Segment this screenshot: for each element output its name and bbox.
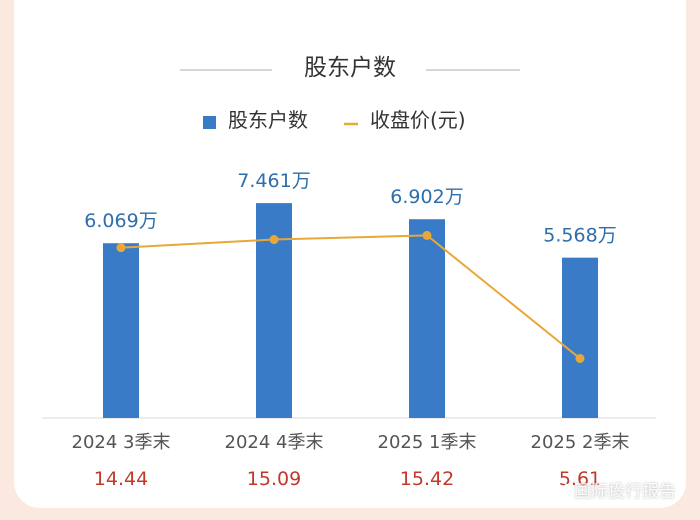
x-tick-label: 2024 4季末 [225,432,324,453]
legend-line-label: 收盘价(元) [370,108,466,132]
bar-data-label: 6.902万 [390,186,463,208]
price-line [120,234,581,360]
price-point [116,243,126,253]
price-point [269,235,279,245]
bar-data-label: 7.461万 [237,170,310,192]
price-value-label: 15.42 [400,468,454,490]
price-point [575,354,585,363]
bar-data-label: 6.069万 [84,210,157,232]
price-value-label: 5.61 [559,468,601,490]
bar [103,243,139,418]
price-value-label: 14.44 [94,468,148,490]
bar [562,257,598,418]
bar-data-label: 5.568万 [543,225,616,247]
chart-card: 股东户数 股东户数 收盘价(元) 6.069万 7.461万 6.902万 5.568… [14,0,686,508]
legend-bar-swatch [203,116,216,129]
chart: 股东户数 股东户数 收盘价(元) 6.069万 7.461万 6.902万 5.568… [42,55,656,490]
price-point [422,230,432,240]
watermark-text: 国际投行报告 [574,482,676,502]
price-value-label: 15.09 [247,468,301,490]
x-tick-label: 2025 1季末 [378,432,477,453]
x-tick-label: 2024 3季末 [72,432,171,453]
x-tick-label: 2025 2季末 [531,432,630,453]
legend: 股东户数 收盘价(元) [203,108,466,132]
watermark: 国际投行报告 [550,477,676,502]
weibo-icon [550,482,569,498]
bar [409,219,445,418]
legend-bar-label: 股东户数 [228,108,308,132]
chart-marks: 6.069万 7.461万 6.902万 5.568万 2024 3季末 2024 4季末… [72,170,630,490]
chart-title: 股东户数 [304,55,396,81]
